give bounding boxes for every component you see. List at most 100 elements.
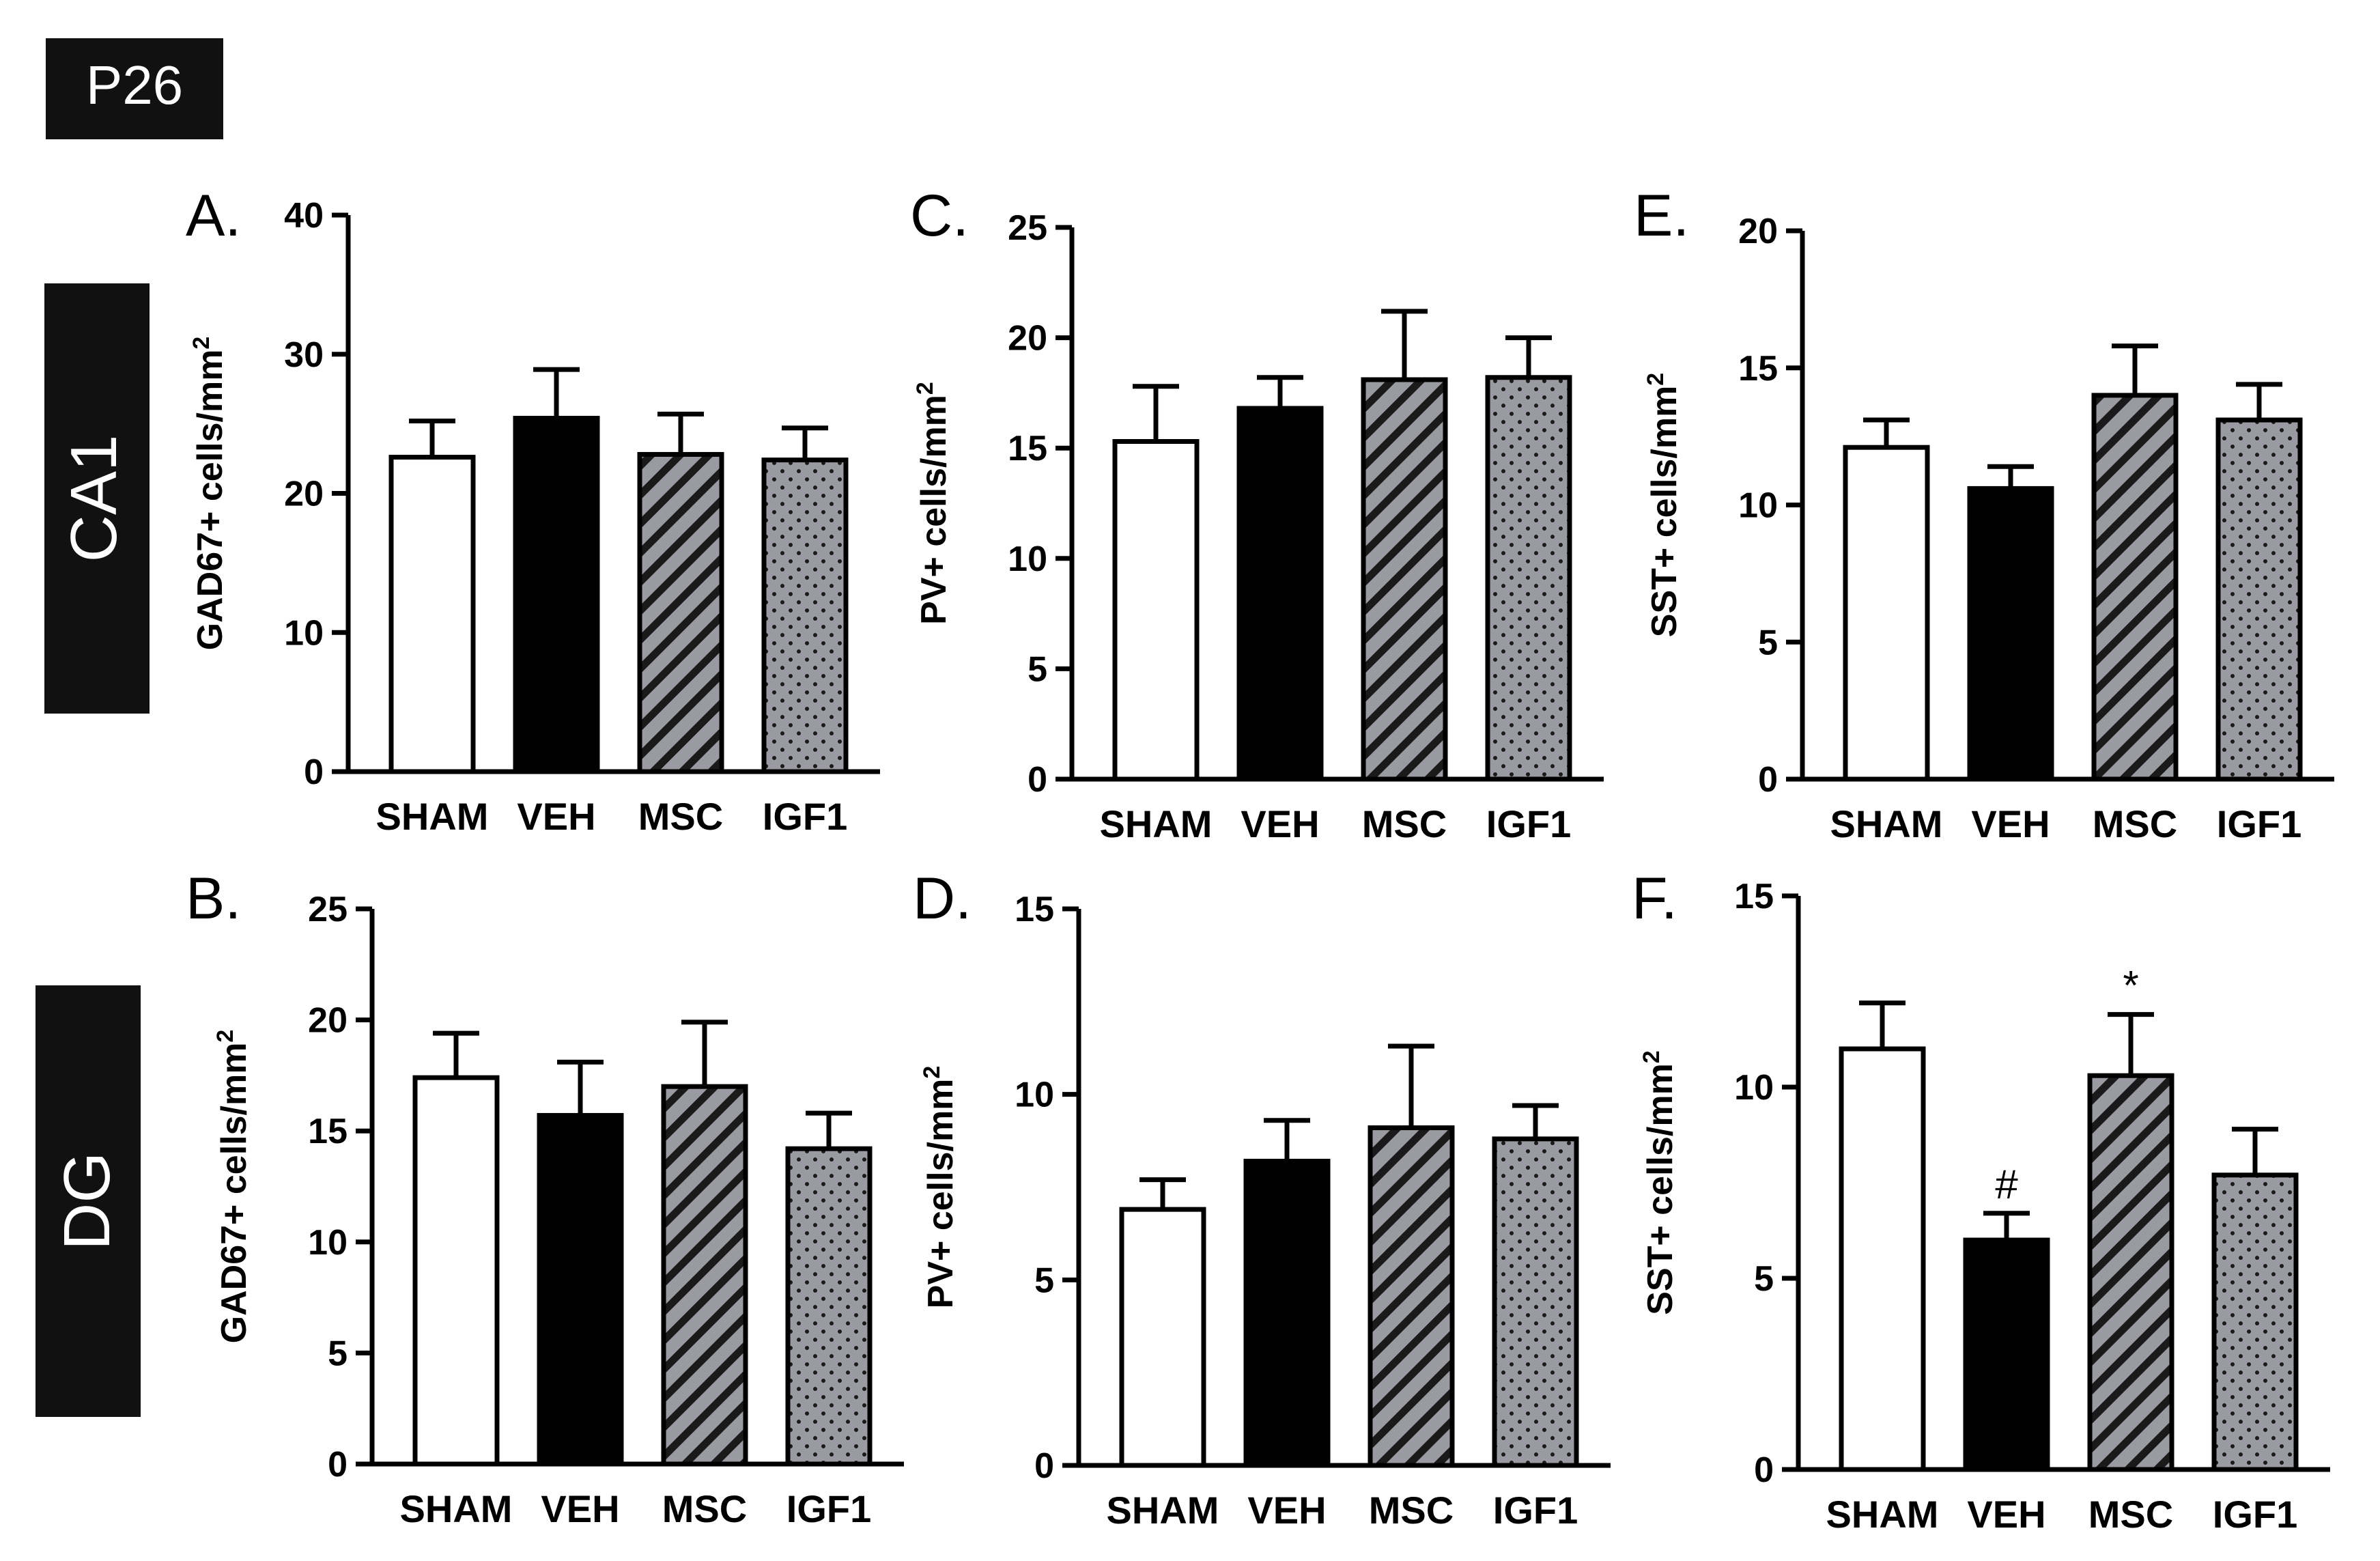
category-label: IGF1	[2217, 802, 2301, 845]
y-tick-label: 25	[1008, 208, 1047, 248]
bar-igf1	[761, 458, 849, 774]
bar-sham	[1119, 1207, 1206, 1468]
y-axis-label-superscript: 2	[212, 1030, 238, 1043]
row-label-dg-text: DG	[51, 1152, 124, 1250]
y-axis-label-superscript: 2	[912, 382, 938, 395]
category-label: SHAM	[1830, 802, 1943, 845]
y-axis-label-superscript: 2	[919, 1066, 945, 1079]
y-axis-label: SST+ cells/mm2	[1639, 1050, 1680, 1314]
figure-label-text: P26	[86, 55, 183, 115]
y-tick-label: 20	[284, 475, 324, 514]
bar-veh	[513, 415, 600, 774]
y-tick-label: 10	[1738, 486, 1778, 526]
chart-e: E. SST+ cells/mm2 SHAM VEH MSC IGF1 0 5 10 15 20	[1634, 183, 2334, 845]
category-label: IGF1	[787, 1487, 871, 1530]
significance-marker: *	[2123, 963, 2138, 1009]
bar-msc	[637, 451, 724, 774]
category-label: MSC	[2093, 802, 2177, 845]
y-tick-label: 15	[1734, 877, 1774, 916]
bar-sham	[1843, 445, 1930, 782]
category-label: IGF1	[763, 795, 847, 838]
y-tick-label: 20	[1738, 212, 1778, 251]
bar-msc	[1368, 1125, 1455, 1468]
y-tick-label: 0	[328, 1445, 348, 1485]
category-label: MSC	[638, 795, 723, 838]
category-label: SHAM	[1100, 802, 1213, 845]
bar-veh	[1243, 1158, 1331, 1468]
bar-msc	[661, 1084, 748, 1467]
bar-sham	[388, 455, 476, 774]
figure-label-background	[46, 38, 223, 139]
y-axis-label: PV+ cells/mm2	[912, 382, 954, 625]
category-label: IGF1	[1493, 1489, 1578, 1532]
chart-f: F. SST+ cells/mm2 SHAM # VEH * MSC IGF1 0 5 10 15	[1632, 866, 2330, 1536]
bar-veh	[1963, 1237, 2050, 1472]
chart-d: D. PV+ cells/mm2 SHAM VEH MSC IGF1 0 5 10 15	[913, 866, 1611, 1532]
y-axis-label-superscript: 2	[188, 337, 214, 350]
y-tick-label: 30	[284, 335, 324, 375]
category-label: VEH	[1241, 802, 1319, 845]
y-tick-label: 15	[1015, 890, 1054, 929]
y-tick-label: 25	[308, 890, 348, 929]
y-axis-label: PV+ cells/mm2	[919, 1066, 961, 1309]
y-tick-label: 10	[1734, 1068, 1774, 1108]
row-label-dg: DG	[36, 985, 141, 1417]
y-tick-label: 5	[1758, 623, 1778, 662]
y-tick-label: 0	[1754, 1450, 1774, 1490]
bar-msc	[2091, 393, 2179, 782]
y-tick-label: 10	[1008, 539, 1047, 579]
category-label: SHAM	[376, 795, 489, 838]
category-label: IGF1	[2213, 1493, 2297, 1536]
y-tick-label: 5	[1028, 649, 1047, 689]
row-label-ca1-background	[44, 283, 150, 714]
y-tick-label: 5	[1034, 1261, 1054, 1300]
category-label: VEH	[517, 795, 595, 838]
significance-marker: #	[1995, 1162, 2018, 1207]
y-tick-label: 5	[1754, 1259, 1774, 1299]
bar-msc	[2087, 1073, 2174, 1472]
category-label: MSC	[1369, 1489, 1454, 1532]
category-label: MSC	[1362, 802, 1447, 845]
y-tick-label: 40	[284, 196, 324, 236]
category-label: MSC	[2088, 1493, 2173, 1536]
y-axis-label: GAD67+ cells/mm2	[212, 1030, 254, 1344]
bar-igf1	[2215, 417, 2303, 782]
bar-msc	[1361, 377, 1448, 782]
category-label: IGF1	[1486, 802, 1571, 845]
y-tick-label: 0	[1034, 1446, 1054, 1486]
y-tick-label: 10	[1015, 1075, 1054, 1115]
bar-veh	[537, 1112, 624, 1467]
y-tick-label: 15	[1738, 349, 1778, 389]
panel-label-b: B.	[186, 866, 241, 931]
category-label: SHAM	[1107, 1489, 1219, 1532]
y-tick-label: 10	[308, 1223, 348, 1263]
y-tick-label: 20	[1008, 319, 1047, 358]
bar-veh	[1236, 406, 1324, 782]
chart-b: B. GAD67+ cells/mm2 SHAM VEH MSC IGF1 0 5 10 15 20…	[186, 866, 904, 1530]
bar-igf1	[1492, 1136, 1579, 1468]
y-tick-label: 10	[284, 613, 324, 653]
y-tick-label: 0	[1758, 760, 1778, 800]
figure-label-box: P26	[46, 38, 223, 139]
category-label: SHAM	[400, 1487, 513, 1530]
category-label: VEH	[1247, 1489, 1326, 1532]
category-label: VEH	[541, 1487, 619, 1530]
panel-label-d: D.	[913, 866, 972, 931]
row-label-ca1: CA1	[44, 283, 150, 714]
bar-sham	[412, 1075, 500, 1467]
bar-veh	[1967, 486, 2054, 782]
panel-label-c: C.	[910, 183, 969, 249]
y-axis-label: GAD67+ cells/mm2	[188, 337, 230, 651]
panel-label-e: E.	[1634, 183, 1689, 249]
panel-label-f: F.	[1632, 866, 1677, 931]
category-label: MSC	[662, 1487, 747, 1530]
panel-label-a: A.	[186, 183, 241, 249]
bar-sham	[1112, 439, 1200, 782]
y-tick-label: 20	[308, 1001, 348, 1041]
y-tick-label: 15	[1008, 429, 1047, 468]
category-label: VEH	[1971, 802, 2050, 845]
bar-igf1	[785, 1146, 873, 1467]
y-axis-label-superscript: 2	[1643, 373, 1669, 386]
